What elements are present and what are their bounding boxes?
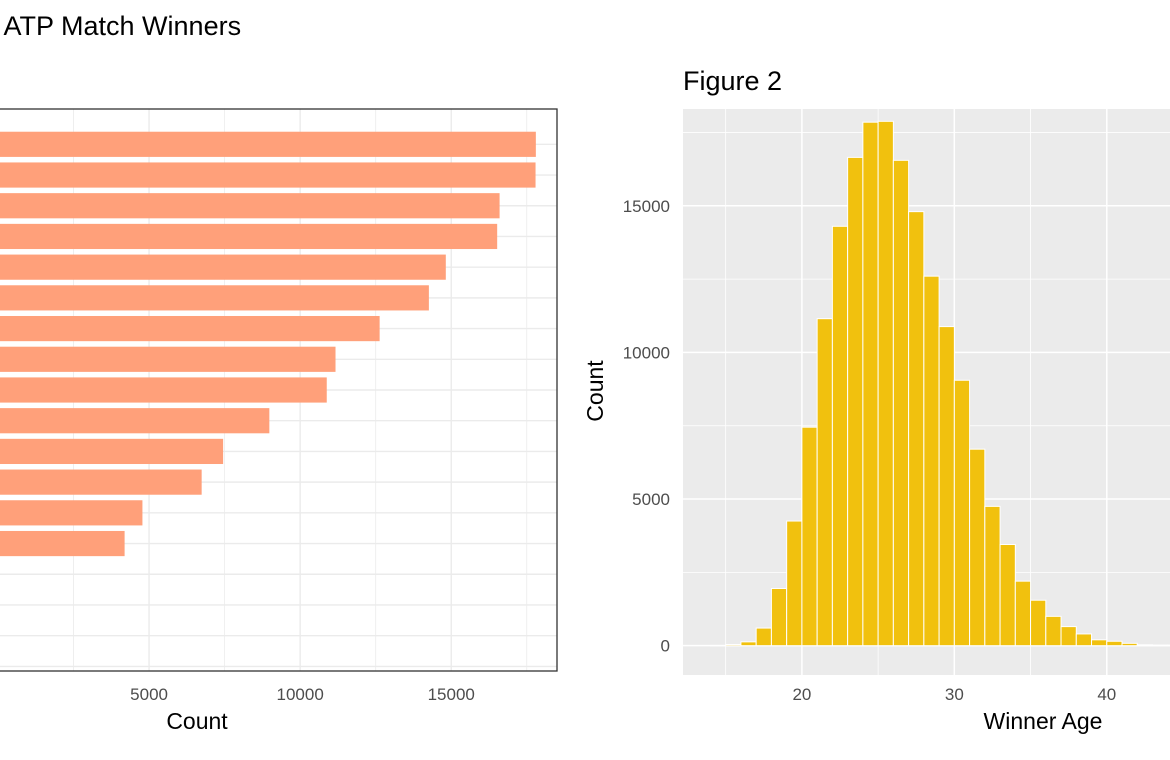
histogram-bar [923, 275, 940, 647]
histogram-bar [877, 120, 894, 647]
histogram-bar [862, 121, 879, 647]
left-bar [0, 346, 336, 372]
histogram-bar [908, 211, 925, 647]
histogram-bar [1030, 599, 1047, 647]
left-bar [0, 223, 498, 250]
right-x-tick-label: 40 [1097, 685, 1116, 704]
right-x-tick-label: 30 [945, 685, 964, 704]
left-bars [0, 131, 536, 557]
left-bar [0, 377, 327, 403]
histogram-bar [770, 587, 788, 647]
left-bar [0, 162, 536, 188]
histogram-bar [725, 644, 742, 647]
left-bar [0, 285, 429, 311]
histogram-bar [1045, 615, 1062, 647]
left-x-axis: 5000 10000 15000 [130, 685, 475, 704]
histogram-bar [1075, 633, 1093, 647]
left-chart: f ATP Match Winners 5000 10000 15000 Cou… [0, 11, 558, 734]
histogram-bar [1106, 640, 1123, 647]
histogram-bar [938, 326, 955, 647]
histogram-bar [1121, 642, 1138, 647]
right-y-tick-label: 15000 [623, 197, 670, 216]
histogram-bar [755, 627, 772, 647]
histogram-bar [1060, 626, 1077, 647]
histogram-bar [1014, 580, 1032, 647]
histogram-bar [1136, 644, 1154, 647]
histogram-bar [1091, 639, 1108, 647]
left-bar [0, 408, 270, 434]
left-bar [0, 254, 446, 280]
histogram-bar [740, 641, 757, 647]
right-chart-title: Figure 2 [683, 66, 782, 96]
histogram-bar [786, 520, 803, 647]
right-chart: Figure 2 0 5000 10000 15000 20 30 40 Cou… [582, 66, 1170, 734]
left-x-tick-label: 10000 [277, 685, 324, 704]
right-y-axis-title: Count [582, 360, 608, 422]
left-bar [0, 530, 125, 557]
left-x-tick-label: 5000 [130, 685, 168, 704]
histogram-bar [1167, 644, 1170, 647]
histogram-bar [847, 156, 864, 647]
left-panel-border [0, 108, 558, 672]
histogram-bar [892, 159, 910, 647]
histogram-bar [984, 505, 1001, 647]
right-y-tick-label: 5000 [632, 490, 670, 509]
right-y-axis: 0 5000 10000 15000 [623, 197, 670, 656]
left-bar [0, 469, 202, 495]
histogram-bar [816, 318, 833, 647]
left-chart-title: f ATP Match Winners [0, 11, 241, 41]
histogram-bar [953, 379, 971, 647]
left-bar [0, 131, 536, 157]
right-y-tick-label: 10000 [623, 343, 670, 362]
left-bar [0, 438, 224, 465]
histogram-bar [1152, 644, 1169, 647]
left-bar [0, 193, 500, 219]
left-x-axis-title: Count [166, 708, 228, 734]
histogram-bar [831, 225, 849, 647]
left-bar [0, 500, 143, 526]
left-x-tick-label: 15000 [428, 685, 475, 704]
left-bar [0, 315, 380, 342]
right-y-tick-label: 0 [661, 637, 670, 656]
right-x-axis-title: Winner Age [984, 708, 1103, 734]
right-x-tick-label: 20 [792, 685, 811, 704]
histogram-bar [801, 426, 818, 647]
right-histogram-bars [709, 120, 1170, 647]
right-x-axis: 20 30 40 [792, 685, 1116, 704]
histogram-bar [999, 543, 1016, 647]
histogram-bar [969, 448, 986, 647]
